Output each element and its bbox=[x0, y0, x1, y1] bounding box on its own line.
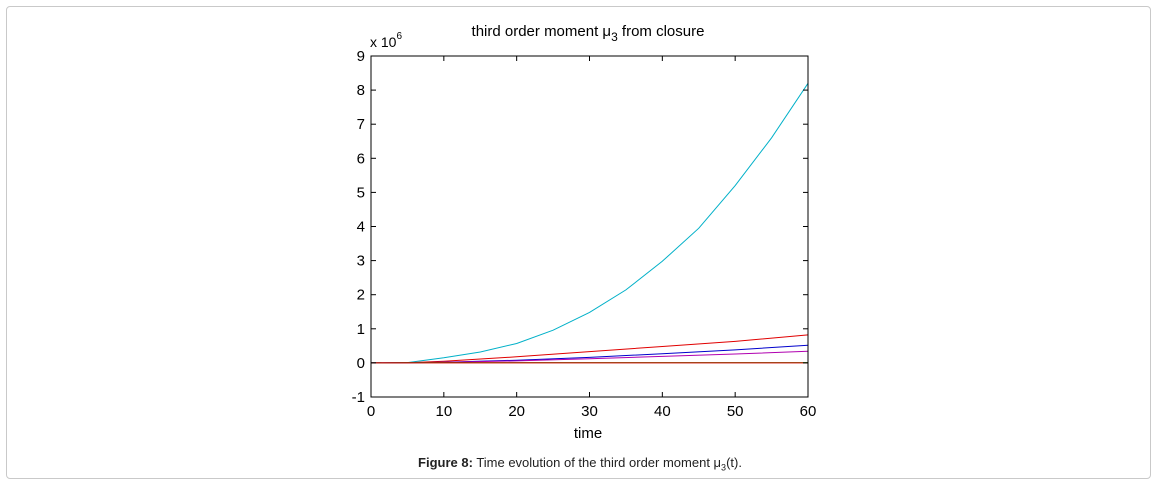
y-tick-label: 8 bbox=[357, 82, 365, 99]
caption-subscript: 3 bbox=[721, 462, 727, 473]
y-multiplier: x 106 bbox=[370, 31, 402, 50]
y-tick-label: 0 bbox=[357, 355, 365, 372]
x-tick-label: 0 bbox=[367, 403, 375, 420]
y-tick-label: 3 bbox=[357, 253, 365, 270]
series-line-1 bbox=[370, 83, 809, 364]
y-tick-label: 5 bbox=[357, 184, 365, 201]
x-tick-label: 20 bbox=[508, 403, 525, 420]
y-tick-label: 4 bbox=[357, 219, 365, 236]
chart-title: third order moment μ3 from closure bbox=[472, 23, 705, 44]
y-tick-label: 1 bbox=[357, 321, 365, 338]
caption-label: Figure 8: bbox=[418, 455, 473, 470]
figure-frame bbox=[6, 6, 1151, 479]
y-tick-label: 9 bbox=[357, 48, 365, 65]
y-tick-label: 7 bbox=[357, 116, 365, 133]
y-tick-label: 6 bbox=[357, 150, 365, 167]
x-tick-label: 40 bbox=[654, 403, 671, 420]
y-tick-label: 2 bbox=[357, 287, 365, 304]
x-axis-label: time bbox=[574, 425, 602, 442]
caption-text: Time evolution of the third order moment… bbox=[472, 455, 722, 470]
y-tick-label: -1 bbox=[352, 389, 365, 406]
x-tick-label: 50 bbox=[727, 403, 744, 420]
axes-box bbox=[370, 55, 809, 398]
caption-text-tail: (t). bbox=[726, 455, 742, 470]
x-tick-label: 30 bbox=[581, 403, 598, 420]
x-tick-label: 60 bbox=[800, 403, 817, 420]
x-tick-label: 10 bbox=[435, 403, 452, 420]
series-layer bbox=[370, 83, 809, 364]
figure-caption: Figure 8: Time evolution of the third or… bbox=[0, 455, 1160, 473]
